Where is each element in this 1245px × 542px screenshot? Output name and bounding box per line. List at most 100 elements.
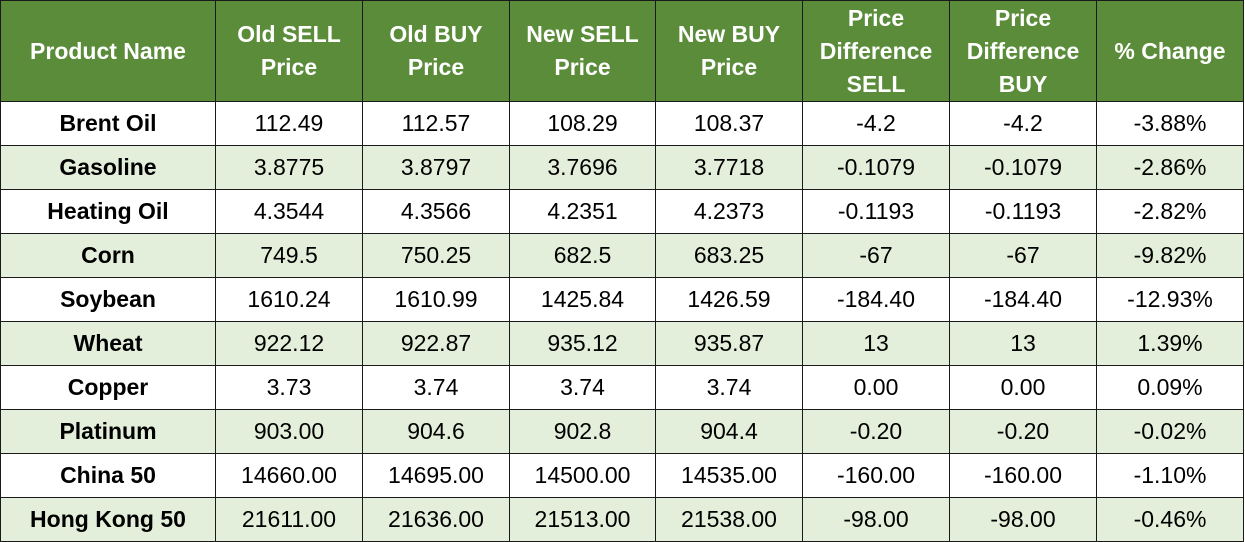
new-sell-cell: 3.7696 xyxy=(509,145,656,190)
diff-sell-cell: -67 xyxy=(802,233,950,278)
diff-sell-cell: 13 xyxy=(802,321,950,366)
header-percent-change: % Change xyxy=(1096,0,1244,102)
diff-buy-cell: 13 xyxy=(949,321,1097,366)
old-sell-cell: 21611.00 xyxy=(215,497,363,542)
diff-buy-cell: -184.40 xyxy=(949,277,1097,322)
diff-sell-cell: -0.20 xyxy=(802,409,950,454)
header-product-name: Product Name xyxy=(0,0,216,102)
old-sell-cell: 3.73 xyxy=(215,365,363,410)
old-buy-cell: 904.6 xyxy=(362,409,510,454)
new-sell-cell: 902.8 xyxy=(509,409,656,454)
diff-buy-cell: -0.1193 xyxy=(949,189,1097,234)
product-name-cell: Soybean xyxy=(0,277,216,322)
product-name-cell: Hong Kong 50 xyxy=(0,497,216,542)
diff-buy-cell: -67 xyxy=(949,233,1097,278)
diff-buy-cell: -160.00 xyxy=(949,453,1097,498)
old-buy-cell: 3.8797 xyxy=(362,145,510,190)
new-buy-cell: 935.87 xyxy=(655,321,803,366)
new-sell-cell: 3.74 xyxy=(509,365,656,410)
table-row: Copper 3.73 3.74 3.74 3.74 0.00 0.00 0.0… xyxy=(0,365,1244,410)
new-buy-cell: 683.25 xyxy=(655,233,803,278)
product-name-cell: Heating Oil xyxy=(0,189,216,234)
old-buy-cell: 21636.00 xyxy=(362,497,510,542)
diff-buy-cell: -0.20 xyxy=(949,409,1097,454)
diff-sell-cell: -0.1193 xyxy=(802,189,950,234)
percent-change-cell: -9.82% xyxy=(1096,233,1244,278)
product-name-cell: Brent Oil xyxy=(0,101,216,146)
product-name-cell: Corn xyxy=(0,233,216,278)
diff-sell-cell: 0.00 xyxy=(802,365,950,410)
old-buy-cell: 112.57 xyxy=(362,101,510,146)
old-buy-cell: 4.3566 xyxy=(362,189,510,234)
diff-sell-cell: -0.1079 xyxy=(802,145,950,190)
percent-change-cell: -2.82% xyxy=(1096,189,1244,234)
old-buy-cell: 3.74 xyxy=(362,365,510,410)
old-sell-cell: 112.49 xyxy=(215,101,363,146)
old-sell-cell: 903.00 xyxy=(215,409,363,454)
table-row: Hong Kong 50 21611.00 21636.00 21513.00 … xyxy=(0,497,1244,542)
old-buy-cell: 750.25 xyxy=(362,233,510,278)
diff-sell-cell: -98.00 xyxy=(802,497,950,542)
diff-sell-cell: -4.2 xyxy=(802,101,950,146)
old-buy-cell: 1610.99 xyxy=(362,277,510,322)
percent-change-cell: -0.46% xyxy=(1096,497,1244,542)
new-sell-cell: 14500.00 xyxy=(509,453,656,498)
diff-buy-cell: -4.2 xyxy=(949,101,1097,146)
diff-buy-cell: -0.1079 xyxy=(949,145,1097,190)
new-buy-cell: 14535.00 xyxy=(655,453,803,498)
new-sell-cell: 108.29 xyxy=(509,101,656,146)
new-sell-cell: 4.2351 xyxy=(509,189,656,234)
header-old-buy-price: Old BUY Price xyxy=(362,0,510,102)
old-buy-cell: 14695.00 xyxy=(362,453,510,498)
product-name-cell: Gasoline xyxy=(0,145,216,190)
header-new-sell-price: New SELL Price xyxy=(509,0,656,102)
old-sell-cell: 4.3544 xyxy=(215,189,363,234)
product-name-cell: Platinum xyxy=(0,409,216,454)
table-row: Soybean 1610.24 1610.99 1425.84 1426.59 … xyxy=(0,277,1244,322)
new-sell-cell: 935.12 xyxy=(509,321,656,366)
new-buy-cell: 3.74 xyxy=(655,365,803,410)
new-sell-cell: 1425.84 xyxy=(509,277,656,322)
new-buy-cell: 4.2373 xyxy=(655,189,803,234)
product-name-cell: Copper xyxy=(0,365,216,410)
old-sell-cell: 749.5 xyxy=(215,233,363,278)
percent-change-cell: -3.88% xyxy=(1096,101,1244,146)
diff-sell-cell: -160.00 xyxy=(802,453,950,498)
table-row: Corn 749.5 750.25 682.5 683.25 -67 -67 -… xyxy=(0,233,1244,278)
new-sell-cell: 21513.00 xyxy=(509,497,656,542)
new-buy-cell: 904.4 xyxy=(655,409,803,454)
product-name-cell: China 50 xyxy=(0,453,216,498)
table-row: China 50 14660.00 14695.00 14500.00 1453… xyxy=(0,453,1244,498)
percent-change-cell: -0.02% xyxy=(1096,409,1244,454)
diff-buy-cell: -98.00 xyxy=(949,497,1097,542)
new-buy-cell: 108.37 xyxy=(655,101,803,146)
percent-change-cell: -1.10% xyxy=(1096,453,1244,498)
percent-change-cell: -12.93% xyxy=(1096,277,1244,322)
table-row: Gasoline 3.8775 3.8797 3.7696 3.7718 -0.… xyxy=(0,145,1244,190)
old-sell-cell: 922.12 xyxy=(215,321,363,366)
header-row: Product Name Old SELL Price Old BUY Pric… xyxy=(0,0,1244,102)
percent-change-cell: 1.39% xyxy=(1096,321,1244,366)
old-sell-cell: 14660.00 xyxy=(215,453,363,498)
header-old-sell-price: Old SELL Price xyxy=(215,0,363,102)
new-buy-cell: 3.7718 xyxy=(655,145,803,190)
table-row: Brent Oil 112.49 112.57 108.29 108.37 -4… xyxy=(0,101,1244,146)
percent-change-cell: -2.86% xyxy=(1096,145,1244,190)
old-buy-cell: 922.87 xyxy=(362,321,510,366)
table-row: Wheat 922.12 922.87 935.12 935.87 13 13 … xyxy=(0,321,1244,366)
new-buy-cell: 1426.59 xyxy=(655,277,803,322)
new-buy-cell: 21538.00 xyxy=(655,497,803,542)
old-sell-cell: 3.8775 xyxy=(215,145,363,190)
diff-buy-cell: 0.00 xyxy=(949,365,1097,410)
header-price-difference-buy: Price Difference BUY xyxy=(949,0,1097,102)
old-sell-cell: 1610.24 xyxy=(215,277,363,322)
new-sell-cell: 682.5 xyxy=(509,233,656,278)
product-name-cell: Wheat xyxy=(0,321,216,366)
percent-change-cell: 0.09% xyxy=(1096,365,1244,410)
header-new-buy-price: New BUY Price xyxy=(655,0,803,102)
table-row: Heating Oil 4.3544 4.3566 4.2351 4.2373 … xyxy=(0,189,1244,234)
header-price-difference-sell: Price Difference SELL xyxy=(802,0,950,102)
diff-sell-cell: -184.40 xyxy=(802,277,950,322)
table-row: Platinum 903.00 904.6 902.8 904.4 -0.20 … xyxy=(0,409,1244,454)
